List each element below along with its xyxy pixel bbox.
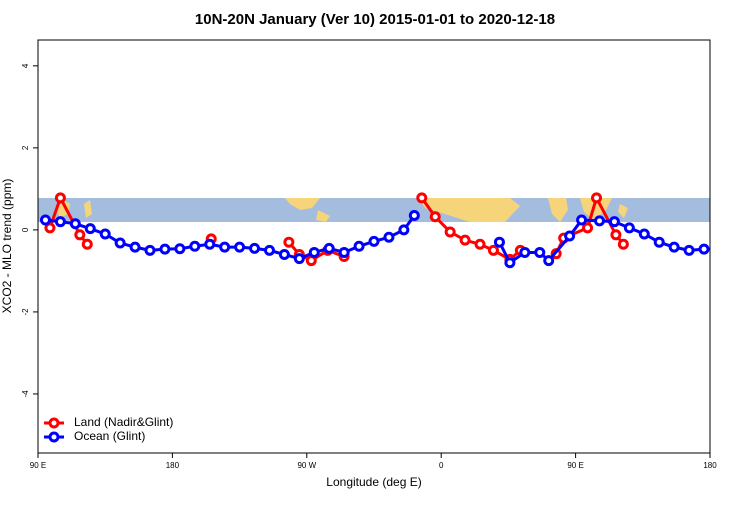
x-tick-label: 90 E xyxy=(30,461,46,470)
x-tick-label: 180 xyxy=(166,461,180,470)
point xyxy=(534,246,546,258)
world-map-strip xyxy=(38,198,710,222)
point xyxy=(487,244,499,256)
point xyxy=(219,241,231,253)
point xyxy=(416,192,428,204)
point xyxy=(353,240,365,252)
point xyxy=(234,241,246,253)
plot-frame xyxy=(37,39,711,454)
point xyxy=(99,228,111,240)
point xyxy=(459,234,471,246)
y-tick-label: -2 xyxy=(21,308,30,316)
y-axis-label: XCO2 - MLO trend (ppm) xyxy=(0,179,14,314)
point xyxy=(593,215,605,227)
legend-marker xyxy=(48,431,60,443)
y-tick-label: 4 xyxy=(21,63,30,68)
point xyxy=(383,231,395,243)
x-tick-label: 90 E xyxy=(567,461,583,470)
point xyxy=(368,235,380,247)
x-tick-label: 90 W xyxy=(297,461,316,470)
point xyxy=(323,242,335,254)
point xyxy=(493,236,505,248)
point xyxy=(668,241,680,253)
point xyxy=(144,244,156,256)
point xyxy=(159,243,171,255)
point xyxy=(429,211,441,223)
y-tick-label: -4 xyxy=(21,390,30,398)
series-line xyxy=(48,194,89,246)
chart-title: 10N-20N January (Ver 10) 2015-01-01 to 2… xyxy=(195,11,555,28)
point xyxy=(519,246,531,258)
point xyxy=(54,192,66,204)
point xyxy=(54,216,66,228)
point xyxy=(610,229,622,241)
legend-label: Land (Nadir&Glint) xyxy=(74,415,173,429)
point xyxy=(293,253,305,265)
point xyxy=(74,229,86,241)
point xyxy=(44,222,56,234)
point xyxy=(623,222,635,234)
point xyxy=(39,214,51,226)
point xyxy=(129,241,141,253)
point xyxy=(81,238,93,250)
point xyxy=(283,236,295,248)
point xyxy=(408,210,420,222)
point xyxy=(249,242,261,254)
point xyxy=(278,248,290,260)
x-tick-label: 180 xyxy=(703,461,717,470)
point xyxy=(543,255,555,267)
point xyxy=(608,216,620,228)
legend-label: Ocean (Glint) xyxy=(74,429,145,443)
y-tick-label: 0 xyxy=(21,227,30,232)
y-tick-label: 2 xyxy=(21,145,30,150)
point xyxy=(474,238,486,250)
point xyxy=(444,226,456,238)
point xyxy=(69,218,81,230)
point xyxy=(308,246,320,258)
point xyxy=(189,240,201,252)
point xyxy=(564,230,576,242)
point xyxy=(638,228,650,240)
point xyxy=(398,224,410,236)
point xyxy=(263,244,275,256)
point xyxy=(504,257,516,269)
point xyxy=(591,192,603,204)
point xyxy=(617,238,629,250)
x-axis-label: Longitude (deg E) xyxy=(326,475,421,489)
point xyxy=(582,222,594,234)
point xyxy=(114,237,126,249)
point xyxy=(338,246,350,258)
point xyxy=(576,214,588,226)
point xyxy=(84,223,96,235)
point xyxy=(683,244,695,256)
point xyxy=(174,243,186,255)
point xyxy=(698,243,710,255)
legend-marker xyxy=(48,417,60,429)
x-tick-label: 0 xyxy=(439,461,444,470)
point xyxy=(653,236,665,248)
point xyxy=(204,238,216,250)
